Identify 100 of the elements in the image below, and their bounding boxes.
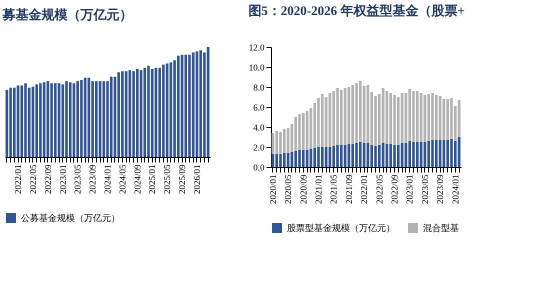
bar [143,68,146,157]
bar [140,70,142,157]
bar [128,70,132,157]
bar [442,99,446,140]
bar [427,141,430,167]
bar [199,50,202,157]
bar [88,78,90,157]
bar [42,82,46,157]
bar [279,132,282,154]
bar [150,69,154,157]
bar [166,64,168,157]
bar [458,100,460,137]
x-tick-label: 2021/01 [314,174,324,204]
bar [412,142,415,167]
bar [173,60,176,157]
bar [393,145,396,167]
legend-label: 公募基金规模（万亿元） [21,213,120,223]
bar [374,96,377,146]
bar [442,140,446,167]
bar [336,88,339,145]
bar [50,83,53,157]
bar [9,88,12,157]
x-tick-label: 2024/09 [132,164,142,194]
bar [332,146,336,167]
bar [294,151,298,167]
y-tick-label: 12.0 [248,42,265,52]
bar [438,96,442,140]
bar [91,81,94,157]
x-tick-label: 2023/01 [58,164,68,194]
bar [158,68,161,157]
bar [386,144,388,167]
bar [434,95,438,140]
x-tick-label: 2020/09 [298,174,308,204]
x-tick-label: 2024/01 [102,164,112,194]
bar [328,93,332,147]
bar [450,98,453,139]
bar [396,145,400,167]
bar [72,83,76,157]
x-tick-label: 2022/01 [13,164,24,194]
bar [170,62,172,157]
bar [302,113,305,150]
x-tick-label: 2023/09 [435,174,446,204]
bar [162,64,165,157]
bar [412,91,415,142]
bar [424,95,426,142]
bar [374,146,377,167]
bar [124,71,128,157]
bar [20,86,24,157]
bar [206,47,210,157]
bar [114,76,116,157]
bar [446,140,450,167]
x-tick-label: 2021/09 [344,174,354,204]
bar [80,80,83,157]
bar [324,147,328,167]
y-tick-label: 6.0 [253,102,265,112]
bar [351,144,354,167]
bar [313,148,316,167]
bar [458,137,460,167]
legend-label: 股票型基金规模（万亿元） [287,223,395,233]
x-tick-label: 2023/05 [420,174,430,204]
bar [147,66,150,157]
bar [39,83,42,157]
chart-title: 募基金规模（万亿元） [1,7,132,22]
bar [332,91,336,146]
y-tick-label: 4.0 [253,122,265,132]
bar [438,140,442,167]
x-tick-label: 2026/01 [192,164,202,194]
bar [366,85,370,143]
bar [68,82,72,157]
bar [136,69,139,157]
bar [282,153,286,167]
bar [408,89,412,141]
y-tick-label: 8.0 [253,82,265,92]
bar [184,54,188,157]
bar [454,141,457,167]
bar [132,71,135,157]
bar [317,98,320,147]
bar [282,129,286,153]
bar [396,97,400,145]
bar [408,141,412,167]
bar [431,140,434,167]
bar [427,94,430,141]
x-tick-label: 2023/09 [88,164,98,194]
bar [24,83,27,157]
bar [110,76,113,157]
bar [355,83,358,143]
bar [286,128,290,153]
bar [84,78,86,157]
bar [424,142,426,167]
bar [102,81,106,157]
bar [306,111,308,150]
bar [351,85,354,144]
x-tick-label: 2020/01 [268,174,278,204]
bar [13,88,16,157]
bar [16,86,20,157]
bar [362,143,366,167]
x-tick-label: 2024/05 [117,164,128,194]
bar [420,93,422,142]
bar [378,145,381,167]
bar [344,145,346,167]
